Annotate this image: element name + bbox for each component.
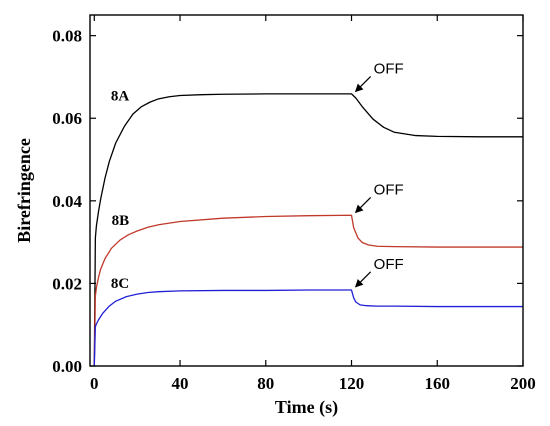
series-line-8c [93, 289, 523, 367]
series-label-8a: 8A [111, 89, 130, 105]
y-tick-label: 0.00 [52, 357, 82, 376]
x-axis-label: Time (s) [275, 397, 338, 418]
series-label-8c: 8C [111, 276, 129, 292]
off-annotation: OFF [374, 256, 404, 273]
y-tick-label: 0.04 [52, 192, 82, 211]
y-tick-label: 0.06 [52, 109, 82, 128]
plot-frame [89, 14, 524, 367]
series-line-8b [93, 214, 523, 367]
x-tick-label: 200 [510, 374, 536, 393]
x-tick-label: 160 [425, 374, 451, 393]
x-tick-label: 80 [257, 374, 274, 393]
x-tick-label: 0 [90, 374, 99, 393]
y-axis-label: Birefringence [14, 138, 34, 243]
x-tick-label: 120 [339, 374, 365, 393]
off-annotation: OFF [374, 181, 404, 198]
off-arrow [354, 197, 372, 214]
off-annotation: OFF [374, 60, 404, 77]
series-label-8b: 8B [112, 213, 130, 229]
series-line-8a [93, 93, 523, 367]
y-tick-label: 0.02 [52, 274, 82, 293]
off-arrow [354, 271, 372, 288]
x-tick-label: 40 [172, 374, 189, 393]
off-arrow [354, 76, 372, 93]
y-tick-label: 0.08 [52, 27, 82, 46]
